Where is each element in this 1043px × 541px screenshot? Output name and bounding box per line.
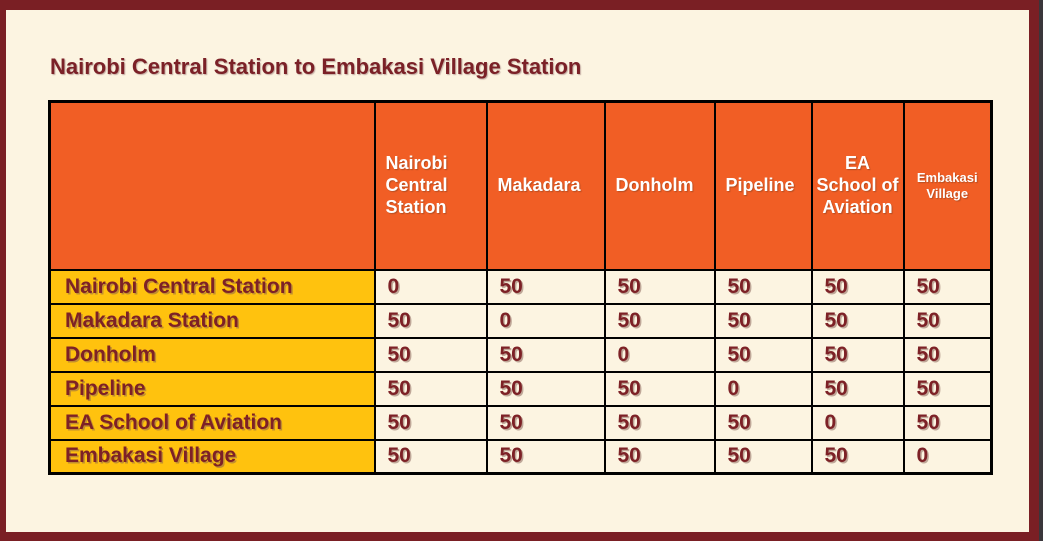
row-header-makadara-station: Makadara Station [48,302,376,339]
fare-cell: 50 [373,336,488,373]
fare-cell: 50 [902,404,993,441]
fare-cell: 50 [485,438,606,475]
fare-cell: 50 [810,438,905,475]
fare-cell: 50 [485,336,606,373]
table-row: Donholm 50 50 0 50 50 50 [48,336,993,373]
table-row: Embakasi Village 50 50 50 50 50 0 [48,438,993,475]
column-header-donholm: Donholm [603,100,716,271]
row-header-ea-school-of-aviation: EA School of Aviation [48,404,376,441]
column-header-embakasi-village: Embakasi Village [902,100,993,271]
fare-cell: 50 [373,302,488,339]
fare-cell: 50 [902,268,993,305]
fare-cell: 50 [810,302,905,339]
fare-cell: 50 [373,438,488,475]
column-header-pipeline: Pipeline [713,100,813,271]
slide: Nairobi Central Station to Embakasi Vill… [6,10,1029,532]
fare-matrix-table: Nairobi Central Station Makadara Donholm… [48,100,993,475]
fare-cell: 50 [713,404,813,441]
fare-cell: 0 [902,438,993,475]
column-header-ea-school-of-aviation: EA School of Aviation [810,100,905,271]
fare-cell: 50 [810,268,905,305]
fare-cell: 50 [603,302,716,339]
fare-cell: 50 [902,336,993,373]
fare-cell: 50 [713,302,813,339]
fare-cell: 50 [373,370,488,407]
fare-cell: 50 [603,268,716,305]
table-row: EA School of Aviation 50 50 50 50 0 50 [48,404,993,441]
column-header-makadara: Makadara [485,100,606,271]
fare-cell: 50 [373,404,488,441]
table-header-row: Nairobi Central Station Makadara Donholm… [48,100,993,271]
fare-cell: 50 [713,268,813,305]
fare-cell: 0 [810,404,905,441]
row-header-embakasi-village: Embakasi Village [48,438,376,475]
page-title: Nairobi Central Station to Embakasi Vill… [50,54,582,79]
fare-cell: 50 [810,370,905,407]
fare-cell: 0 [603,336,716,373]
fare-cell: 0 [373,268,488,305]
fare-cell: 50 [603,438,716,475]
fare-cell: 50 [902,370,993,407]
fare-cell: 50 [713,336,813,373]
fare-cell: 50 [902,302,993,339]
fare-cell: 50 [603,370,716,407]
table-row: Pipeline 50 50 50 0 50 50 [48,370,993,407]
fare-cell: 50 [485,370,606,407]
fare-cell: 50 [713,438,813,475]
fare-cell: 0 [713,370,813,407]
column-header-nairobi-central-station: Nairobi Central Station [373,100,488,271]
table-corner-cell [48,100,376,271]
fare-cell: 50 [485,268,606,305]
row-header-pipeline: Pipeline [48,370,376,407]
fare-cell: 0 [485,302,606,339]
row-header-donholm: Donholm [48,336,376,373]
fare-cell: 50 [810,336,905,373]
row-header-nairobi-central-station: Nairobi Central Station [48,268,376,305]
screen-right-edge [1039,0,1043,541]
fare-cell: 50 [485,404,606,441]
fare-cell: 50 [603,404,716,441]
table-row: Makadara Station 50 0 50 50 50 50 [48,302,993,339]
table-row: Nairobi Central Station 0 50 50 50 50 50 [48,268,993,305]
